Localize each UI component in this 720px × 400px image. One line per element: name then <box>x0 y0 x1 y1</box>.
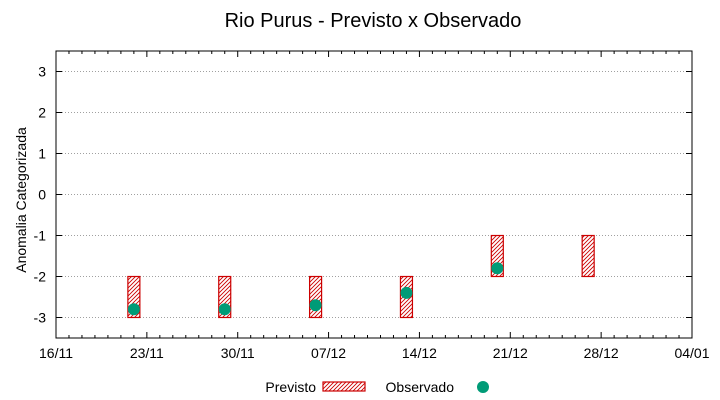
previsto-bar <box>581 234 595 278</box>
observado-point <box>309 299 322 312</box>
x-tick-label: 21/12 <box>493 345 528 361</box>
x-tick-label: 07/12 <box>311 345 346 361</box>
y-axis-ticks: 3 2 1 0 -1 -2 -3 <box>34 64 692 326</box>
y-tick-label: -3 <box>34 310 47 326</box>
y-tick-label: -2 <box>34 269 47 285</box>
x-tick-label: 30/11 <box>221 345 255 361</box>
legend: Previsto Observado <box>265 379 489 395</box>
chart-title: Rio Purus - Previsto x Observado <box>225 10 522 32</box>
x-tick-label: 04/01 <box>674 345 709 361</box>
observado-points <box>127 262 504 316</box>
legend-label-previsto: Previsto <box>265 379 316 395</box>
x-tick-label: 28/12 <box>584 345 619 361</box>
previsto-bar <box>308 275 323 319</box>
x-tick-label: 14/12 <box>402 345 437 361</box>
legend-swatch-previsto <box>322 381 366 392</box>
y-axis-label: Anomalia Categorizada <box>13 127 29 273</box>
y-tick-label: 0 <box>38 187 46 203</box>
observado-point <box>127 303 140 316</box>
gridlines <box>56 71 692 318</box>
observado-point <box>218 303 231 316</box>
legend-swatch-observado <box>477 381 489 393</box>
y-tick-label: 3 <box>38 64 46 80</box>
x-tick-label: 16/11 <box>39 345 73 361</box>
y-tick-label: 1 <box>38 146 46 162</box>
legend-label-observado: Observado <box>386 379 455 395</box>
y-tick-label: 2 <box>38 105 46 121</box>
observado-point <box>400 286 413 299</box>
plot-frame <box>55 50 693 339</box>
y-tick-label: -1 <box>34 228 47 244</box>
observado-point <box>491 262 504 275</box>
x-tick-label: 23/11 <box>130 345 164 361</box>
